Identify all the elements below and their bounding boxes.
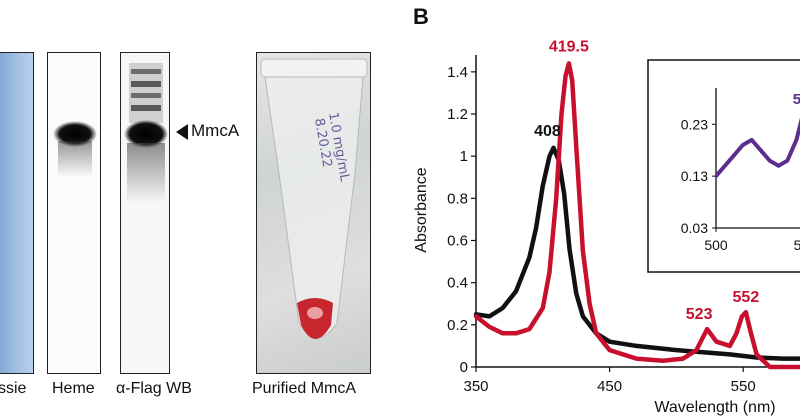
purified-protein-photo: 1.0 mg/mL 8.20.22 <box>256 52 371 374</box>
x-tick-label: 350 <box>463 378 488 395</box>
coomassie-gel-lane <box>0 52 34 374</box>
inset-y-tick-label: 0.03 <box>681 220 708 236</box>
western-blot-bands <box>124 63 168 203</box>
inset-y-tick-label: 0.13 <box>681 168 708 184</box>
y-tick-label: 0.2 <box>447 317 468 334</box>
panel-b-letter: B <box>413 4 429 29</box>
series-line-red <box>473 61 800 370</box>
y-tick-label: 0.4 <box>447 275 468 292</box>
heme-stain-panel <box>47 52 101 374</box>
peak-label-408: 408 <box>534 123 561 140</box>
y-tick-label: 1.2 <box>447 106 468 123</box>
series-line-black <box>473 145 800 361</box>
peak-label-523: 523 <box>686 306 713 323</box>
peak-label-552: 552 <box>733 289 760 306</box>
x-tick-label: 450 <box>597 378 622 395</box>
western-blot-panel <box>120 52 170 374</box>
x-tick-label: 550 <box>731 378 756 395</box>
absorbance-chart: 0 0.2 0.4 0.6 0.8 1 1.2 1.4 350 450 550 Wavelength … <box>413 40 800 416</box>
mmca-band-label: MmcA <box>191 121 240 140</box>
inset-peak-label-550: 550 <box>793 91 800 108</box>
inset-x-tick-label: 550 <box>794 237 800 253</box>
y-tick-label: 1.4 <box>447 64 468 81</box>
inset-series-line-purple <box>716 118 800 179</box>
inset-x-tick-label: 500 <box>704 237 728 253</box>
peak-label-419.5: 419.5 <box>549 40 589 55</box>
inset-y-tick-label: 0.23 <box>681 116 708 132</box>
y-tick-label: 0 <box>460 359 468 376</box>
y-tick-label: 0.8 <box>447 190 468 207</box>
y-tick-label: 0.6 <box>447 233 468 250</box>
y-axis-label: Absorbance <box>413 167 430 252</box>
x-axis-label: Wavelength (nm) <box>654 399 775 416</box>
wb-label: α-Flag WB <box>116 380 192 397</box>
tube-illustration: 1.0 mg/mL 8.20.22 <box>260 58 368 339</box>
heme-label: Heme <box>52 380 95 397</box>
coomassie-label: ssie <box>0 380 27 397</box>
mmca-band-arrow <box>176 124 188 140</box>
purified-label: Purified MmcA <box>252 380 357 397</box>
y-tick-label: 1 <box>460 148 468 165</box>
heme-band <box>53 121 97 177</box>
